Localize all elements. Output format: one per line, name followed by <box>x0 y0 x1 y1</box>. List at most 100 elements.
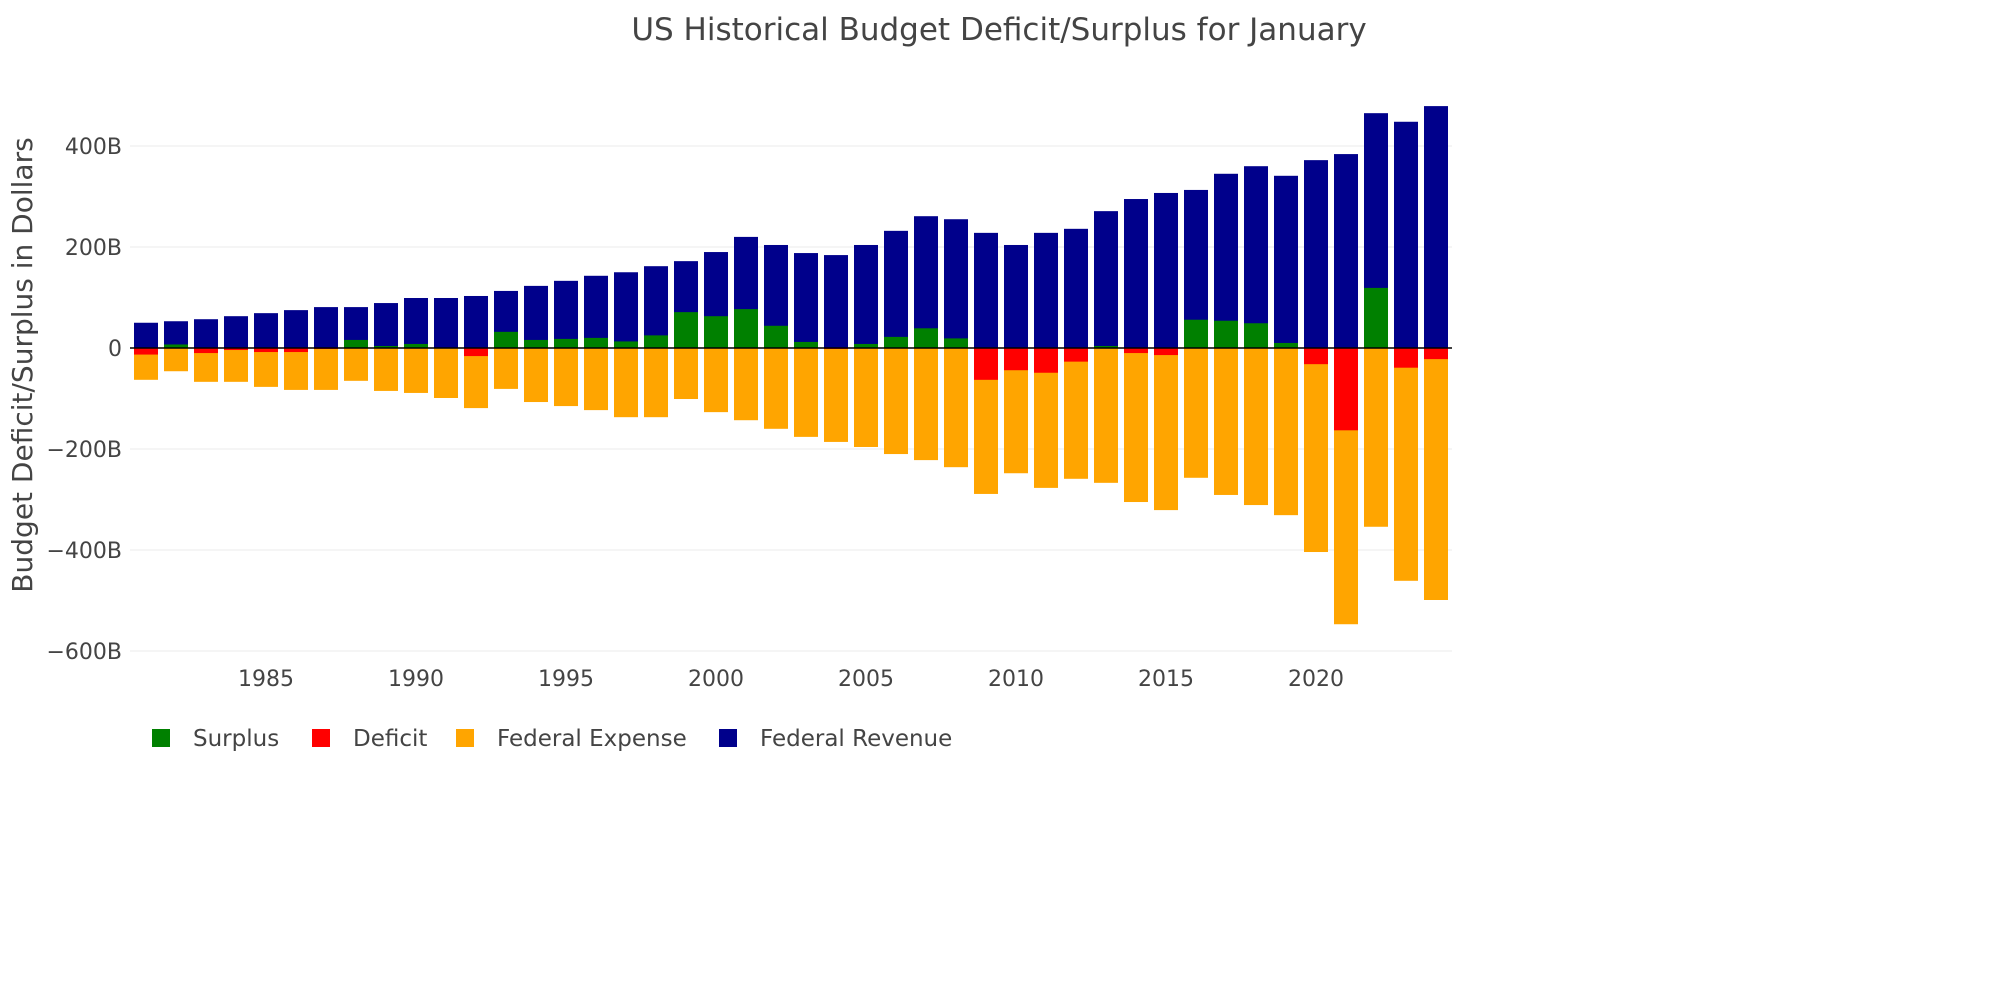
deficit-bar <box>284 348 308 353</box>
federal-revenue-bar <box>314 307 338 348</box>
y-axis-label: Budget Deficit/Surplus in Dollars <box>6 137 39 592</box>
federal-revenue-bar <box>1334 154 1358 348</box>
federal-expense-bar <box>464 348 488 409</box>
federal-revenue-bar <box>644 266 668 348</box>
federal-expense-bar <box>1424 348 1448 600</box>
surplus-bar <box>1094 345 1118 348</box>
surplus-bar <box>1184 319 1208 348</box>
bars <box>134 106 1448 625</box>
federal-expense-bar <box>674 348 698 400</box>
x-tick-label: 1995 <box>538 667 594 692</box>
y-axis-ticks: 400B 200B 0 −200B −400B −600B <box>46 135 122 665</box>
federal-expense-bar <box>1064 348 1088 479</box>
surplus-bar <box>494 331 518 348</box>
federal-expense-bar <box>314 348 338 390</box>
federal-expense-bar <box>614 348 638 418</box>
federal-revenue-bar <box>134 322 158 348</box>
y-tick-label: −600B <box>46 640 122 665</box>
deficit-bar <box>1004 348 1028 371</box>
x-axis-ticks: 1985 1990 1995 2000 2005 2010 2015 2020 <box>238 667 1344 692</box>
federal-expense-bar <box>1094 348 1118 483</box>
legend-swatch <box>719 729 737 747</box>
federal-expense-bar <box>1154 348 1178 511</box>
federal-expense-bar <box>284 348 308 390</box>
surplus-bar <box>704 316 728 348</box>
federal-expense-bar <box>494 348 518 389</box>
deficit-bar <box>1034 348 1058 373</box>
federal-revenue-bar <box>224 316 248 348</box>
federal-revenue-bar <box>404 298 428 348</box>
surplus-bar <box>914 328 938 348</box>
surplus-bar <box>344 339 368 348</box>
x-tick-label: 1990 <box>388 667 444 692</box>
federal-expense-bar <box>404 348 428 393</box>
federal-expense-bar <box>554 348 578 407</box>
federal-revenue-bar <box>1304 160 1328 348</box>
federal-revenue-bar <box>824 255 848 348</box>
federal-revenue-bar <box>1064 228 1088 348</box>
surplus-bar <box>734 309 758 348</box>
deficit-bar <box>1124 348 1148 354</box>
federal-expense-bar <box>164 348 188 372</box>
deficit-bar <box>1064 348 1088 362</box>
surplus-bar <box>884 336 908 348</box>
legend-swatch <box>456 729 474 747</box>
federal-expense-bar <box>1184 348 1208 478</box>
surplus-bar <box>1244 323 1268 348</box>
federal-revenue-bar <box>254 313 278 348</box>
deficit-bar <box>1304 348 1328 365</box>
x-tick-label: 2000 <box>688 667 744 692</box>
federal-revenue-bar <box>944 219 968 348</box>
deficit-bar <box>464 348 488 357</box>
chart-title: US Historical Budget Deficit/Surplus for… <box>631 12 1366 48</box>
federal-expense-bar <box>1124 348 1148 503</box>
x-tick-label: 2020 <box>1288 667 1344 692</box>
legend-item-federal-revenue: Federal Revenue <box>719 726 952 752</box>
federal-revenue-bar <box>284 310 308 348</box>
surplus-bar <box>944 338 968 348</box>
y-tick-label: 0 <box>108 337 122 362</box>
federal-revenue-bar <box>434 298 458 348</box>
surplus-bar <box>404 343 428 348</box>
federal-expense-bar <box>1274 348 1298 516</box>
legend-item-federal-expense: Federal Expense <box>456 726 687 752</box>
surplus-bar <box>614 341 638 348</box>
surplus-bar <box>374 345 398 348</box>
federal-revenue-bar <box>164 321 188 348</box>
legend-label: Surplus <box>193 726 279 752</box>
surplus-bar <box>164 344 188 348</box>
x-tick-label: 2015 <box>1138 667 1194 692</box>
legend-label: Federal Revenue <box>760 726 952 752</box>
federal-expense-bar <box>1214 348 1238 495</box>
deficit-bar <box>254 348 278 353</box>
federal-revenue-bar <box>464 295 488 348</box>
deficit-bar <box>1154 348 1178 356</box>
x-tick-label: 2010 <box>988 667 1044 692</box>
y-tick-label: −200B <box>46 438 122 463</box>
federal-revenue-bar <box>1394 121 1418 348</box>
deficit-bar <box>974 348 998 380</box>
y-tick-label: 400B <box>65 135 122 160</box>
federal-revenue-bar <box>1124 199 1148 348</box>
deficit-bar <box>194 348 218 354</box>
federal-revenue-bar <box>914 216 938 348</box>
legend-label: Federal Expense <box>497 726 687 752</box>
legend-swatch <box>152 729 170 747</box>
x-tick-label: 2005 <box>838 667 894 692</box>
federal-expense-bar <box>1364 348 1388 527</box>
federal-expense-bar <box>344 348 368 381</box>
y-tick-label: −400B <box>46 539 122 564</box>
federal-expense-bar <box>824 348 848 442</box>
surplus-bar <box>584 337 608 348</box>
federal-expense-bar <box>1394 348 1418 581</box>
federal-revenue-bar <box>974 232 998 348</box>
federal-revenue-bar <box>1244 166 1268 348</box>
legend-swatch <box>312 729 330 747</box>
deficit-bar <box>1394 348 1418 368</box>
federal-revenue-bar <box>1034 232 1058 348</box>
federal-revenue-bar <box>1094 211 1118 348</box>
federal-revenue-bar <box>614 272 638 348</box>
federal-revenue-bar <box>794 253 818 348</box>
surplus-bar <box>524 339 548 348</box>
